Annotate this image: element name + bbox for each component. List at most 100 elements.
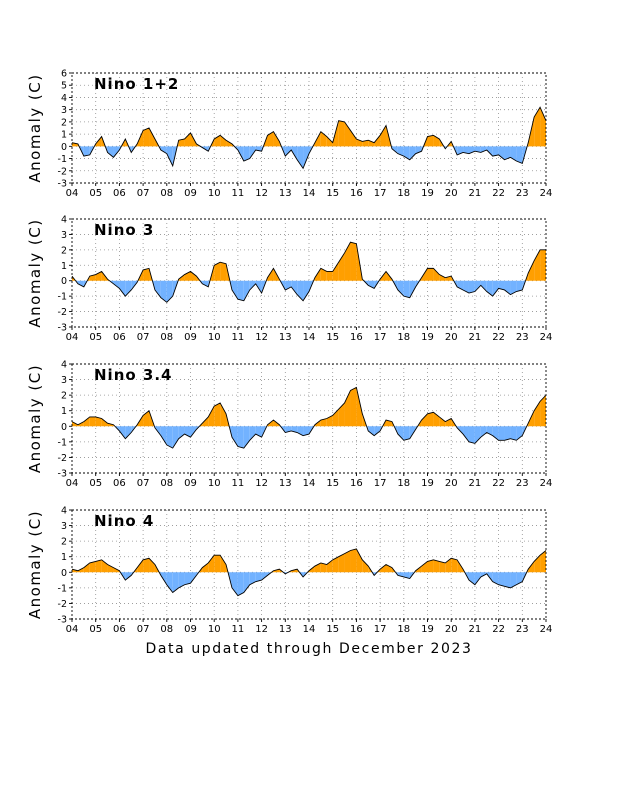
warm-anomaly-area <box>386 564 392 573</box>
cool-anomaly-area <box>474 572 481 585</box>
cool-anomaly-area <box>125 426 132 439</box>
warm-anomaly-area <box>208 555 215 573</box>
warm-anomaly-area <box>362 140 369 147</box>
x-tick-label: 14 <box>303 332 316 343</box>
y-tick-label: 2 <box>61 245 67 256</box>
cool-anomaly-area <box>498 426 505 441</box>
warm-anomaly-area <box>540 107 546 147</box>
x-tick-label: 13 <box>279 332 292 343</box>
warm-anomaly-area <box>540 550 546 573</box>
warm-anomaly-area <box>220 402 227 427</box>
x-tick-label: 08 <box>160 478 173 489</box>
x-tick-label: 19 <box>421 624 434 635</box>
cool-anomaly-area <box>492 280 499 297</box>
warm-anomaly-area <box>326 271 333 281</box>
x-tick-label: 11 <box>232 478 245 489</box>
x-tick-label: 14 <box>303 624 316 635</box>
x-tick-label: 13 <box>279 188 292 199</box>
x-tick-label: 10 <box>208 624 221 635</box>
x-tick-label: 20 <box>445 332 458 343</box>
x-tick-label: 09 <box>184 478 197 489</box>
cool-anomaly-area <box>498 572 505 587</box>
cool-anomaly-area <box>486 426 493 436</box>
y-tick-label: 2 <box>61 537 67 548</box>
warm-anomaly-area <box>534 555 541 573</box>
warm-anomaly-area <box>314 562 321 573</box>
warm-anomaly-area <box>220 262 227 281</box>
y-tick-label: 6 <box>61 69 67 80</box>
anomaly-line <box>71 548 547 597</box>
warm-anomaly-area <box>344 242 351 281</box>
warm-anomaly-area <box>95 416 102 427</box>
x-tick-label: 12 <box>255 188 268 199</box>
cool-anomaly-area <box>480 280 487 292</box>
x-tick-label: 13 <box>279 478 292 489</box>
x-tick-label: 20 <box>445 624 458 635</box>
warm-anomaly-area <box>202 562 209 573</box>
y-tick-label: -1 <box>58 583 67 594</box>
cool-anomaly-area <box>498 146 505 160</box>
x-tick-label: 18 <box>397 332 410 343</box>
cool-anomaly-area <box>463 146 469 154</box>
y-tick-label: 1 <box>61 552 67 563</box>
x-tick-label: 18 <box>397 478 410 489</box>
cool-anomaly-area <box>409 146 416 160</box>
warm-anomaly-area <box>433 268 440 281</box>
warm-anomaly-area <box>208 406 215 427</box>
x-tick-label: 18 <box>397 624 410 635</box>
warm-anomaly-area <box>267 131 274 147</box>
warm-anomaly-area <box>149 558 155 573</box>
cool-anomaly-area <box>468 572 475 585</box>
x-tick-label: 05 <box>89 188 102 199</box>
x-tick-label: 22 <box>492 624 505 635</box>
x-tick-label: 17 <box>374 478 387 489</box>
cool-anomaly-area <box>516 280 523 292</box>
cool-anomaly-area <box>255 572 262 582</box>
anomaly-line <box>71 386 547 449</box>
cool-anomaly-area <box>184 572 191 585</box>
x-tick-label: 20 <box>445 188 458 199</box>
cool-anomaly-area <box>498 280 505 290</box>
x-tick-label: 19 <box>421 478 434 489</box>
warm-anomaly-area <box>137 559 144 573</box>
x-tick-label: 08 <box>160 624 173 635</box>
cool-anomaly-area <box>160 146 167 154</box>
cool-anomaly-area <box>463 426 469 442</box>
x-tick-label: 06 <box>113 188 126 199</box>
cool-anomaly-area <box>249 426 256 441</box>
warm-anomaly-area <box>101 559 108 573</box>
plot-frame <box>71 218 547 328</box>
cool-anomaly-area <box>231 280 238 300</box>
x-tick-label: 09 <box>184 188 197 199</box>
cool-anomaly-area <box>166 572 173 593</box>
warm-anomaly-area <box>143 128 150 147</box>
warm-anomaly-area <box>89 416 96 427</box>
cool-anomaly-area <box>480 426 487 438</box>
warm-anomaly-area <box>350 130 357 147</box>
x-tick-label: 17 <box>374 188 387 199</box>
x-tick-label: 24 <box>540 478 553 489</box>
x-tick-label: 14 <box>303 188 316 199</box>
warm-anomaly-area <box>273 131 280 147</box>
x-tick-label: 11 <box>232 332 245 343</box>
y-tick-label: -3 <box>58 469 67 480</box>
x-tick-label: 12 <box>255 478 268 489</box>
warm-anomaly-area <box>338 252 345 281</box>
panel-title: Nino 3.4 <box>94 366 172 384</box>
cool-anomaly-area <box>303 280 309 301</box>
warm-anomaly-area <box>344 550 351 573</box>
warm-anomaly-area <box>439 416 446 427</box>
x-tick-label: 05 <box>89 332 102 343</box>
cool-anomaly-area <box>486 146 493 157</box>
y-axis-label: Anomaly (C) <box>26 510 44 619</box>
warm-anomaly-area <box>214 555 221 573</box>
y-tick-label: 4 <box>61 215 67 226</box>
cool-anomaly-area <box>510 280 517 295</box>
warm-anomaly-area <box>427 412 434 427</box>
warm-anomaly-area <box>83 416 90 427</box>
cool-anomaly-area <box>166 426 173 449</box>
warm-anomaly-area <box>427 559 434 573</box>
y-tick-label: 3 <box>61 521 67 532</box>
x-tick-label: 07 <box>137 188 150 199</box>
warm-anomaly-area <box>220 135 227 147</box>
